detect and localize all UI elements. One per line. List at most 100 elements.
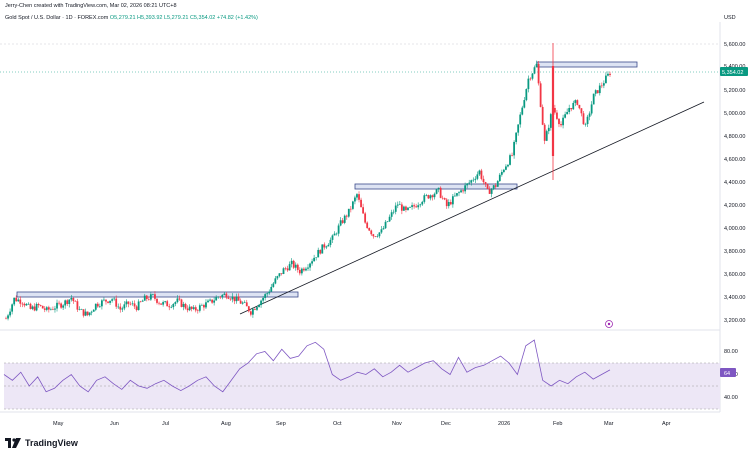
candle-body	[168, 306, 171, 308]
candle-body	[476, 174, 479, 179]
price-label: 4,400.00	[724, 180, 745, 186]
symbol-info: Gold Spot / U.S. Dollar · 1D · FOREX.com…	[5, 15, 258, 21]
candle-body	[435, 189, 438, 194]
candle-body	[272, 283, 275, 287]
candle-body	[278, 273, 281, 277]
candle-body	[41, 305, 44, 309]
candle-body	[174, 302, 177, 304]
candle-body	[345, 215, 348, 217]
candle-body	[143, 295, 146, 301]
candle-body	[68, 299, 71, 304]
candle-body	[27, 303, 30, 305]
candle-body	[558, 118, 560, 125]
trendline[interactable]	[239, 101, 705, 315]
candle-body	[152, 294, 154, 295]
candle-body	[566, 111, 569, 115]
candle-body	[607, 73, 609, 76]
candle-body	[284, 268, 287, 269]
candle-body	[303, 268, 305, 271]
candle-body	[274, 278, 277, 284]
candle-body	[107, 301, 109, 303]
candle-body	[541, 106, 544, 125]
candle-body	[374, 236, 377, 237]
candle-body	[564, 114, 567, 118]
candle-body	[509, 155, 511, 165]
time-label: Mar	[604, 421, 614, 427]
candle-body	[462, 190, 464, 192]
time-label: Jun	[110, 421, 119, 427]
candle-body	[384, 221, 387, 229]
candle-body	[268, 291, 271, 294]
candle-body	[305, 268, 307, 271]
candle-body	[54, 308, 56, 310]
candle-body	[580, 108, 583, 114]
candle-body	[17, 299, 20, 302]
candle-body	[58, 302, 60, 304]
candle-body	[188, 306, 191, 311]
candle-body	[225, 293, 228, 298]
candle-body	[243, 302, 246, 303]
candle-body	[245, 302, 248, 307]
candle-body	[470, 180, 473, 183]
candle-body	[421, 201, 424, 205]
candle-body	[451, 196, 454, 205]
candle-body	[441, 197, 444, 199]
candle-body	[560, 124, 562, 126]
tradingview-logo[interactable]: TradingView	[5, 436, 78, 450]
candle-body	[23, 303, 26, 306]
candle-body	[521, 107, 524, 115]
candle-body	[221, 294, 224, 298]
candle-body	[445, 199, 448, 207]
candle-body	[578, 104, 581, 109]
candle-body	[443, 198, 446, 200]
candle-body	[586, 116, 589, 125]
candle-body	[60, 303, 62, 308]
candle-body	[358, 194, 360, 200]
candle-body	[356, 194, 358, 198]
candle-body	[231, 296, 234, 300]
candle-body	[535, 63, 538, 68]
candle-body	[56, 302, 58, 309]
candle-body	[347, 208, 350, 217]
time-label: May	[53, 421, 64, 427]
candle-body	[335, 233, 338, 235]
candle-body	[258, 305, 260, 308]
alert-marker-icon[interactable]	[605, 320, 613, 328]
candle-body	[386, 221, 389, 222]
candlestick-series	[5, 43, 611, 321]
candle-body	[425, 195, 428, 196]
candle-body	[78, 309, 81, 310]
candle-body	[290, 260, 293, 265]
candle-body	[135, 306, 138, 311]
candle-body	[590, 104, 593, 114]
candle-body	[235, 296, 238, 302]
candle-body	[439, 187, 442, 198]
candle-body	[86, 311, 89, 316]
candle-body	[21, 303, 24, 305]
candle-body	[196, 310, 199, 312]
candle-body	[529, 78, 532, 80]
candle-body	[45, 307, 48, 310]
candle-body	[237, 296, 240, 301]
candle-body	[166, 301, 169, 307]
candle-body	[527, 78, 530, 90]
price-label: 3,800.00	[724, 249, 745, 255]
candle-body	[66, 300, 69, 304]
candle-body	[158, 302, 160, 304]
resistance-zone-mid[interactable]	[354, 183, 518, 190]
candle-body	[172, 303, 175, 308]
candle-body	[70, 297, 73, 300]
time-label: Oct	[333, 421, 342, 427]
candle-body	[437, 187, 440, 190]
candle-body	[433, 193, 436, 198]
resistance-zone-low[interactable]	[16, 291, 299, 298]
candle-body	[15, 297, 18, 302]
candle-body	[200, 305, 203, 306]
candle-body	[72, 297, 75, 302]
candle-body	[456, 193, 458, 196]
price-label: 3,600.00	[724, 272, 745, 278]
candle-body	[431, 195, 434, 198]
candle-body	[341, 220, 344, 223]
candle-body	[323, 244, 326, 248]
